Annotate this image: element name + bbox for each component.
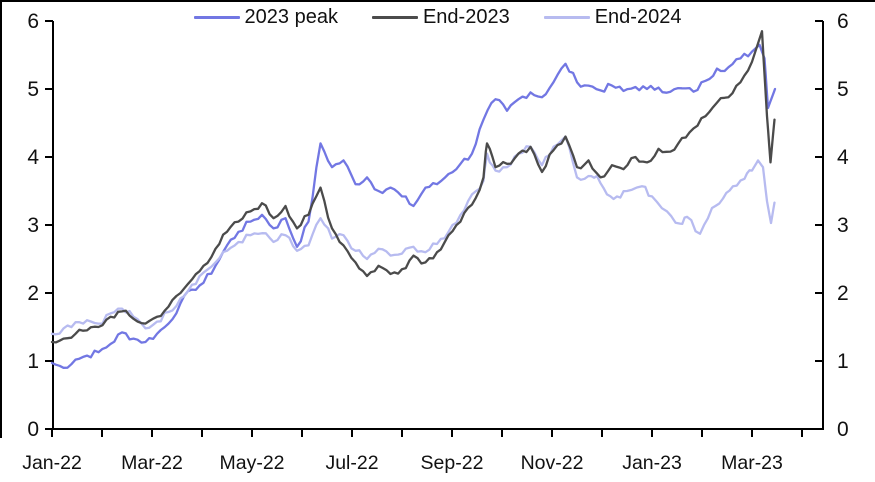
legend-label-end-2023: End-2023 [422,6,510,28]
y-tick-label-right: 2 [837,282,849,305]
y-tick-label-left: 1 [27,350,39,373]
y-tick-label-right: 0 [837,418,849,441]
y-tick-label-left: 6 [27,10,39,33]
x-tick-label: Jan-22 [22,452,82,474]
series-line-end-2023 [50,30,776,344]
y-tick-label-left: 3 [27,214,39,237]
x-tick-label: Mar-22 [121,452,183,474]
legend-item-end-2024: End-2024 [543,4,682,30]
chart-legend: 2023 peak End-2023 End-2024 [0,4,875,30]
y-tick-label-left: 4 [27,146,39,169]
x-tick-label: Jul-22 [325,452,378,474]
series-line-end-2024 [50,135,776,336]
figure-top-border [0,0,875,2]
legend-label-2023-peak: 2023 peak [244,6,338,28]
legend-swatch-2023-peak [193,15,240,19]
y-tick-label-right: 3 [837,214,849,237]
series-line-2023-peak [50,43,777,369]
legend-label-end-2024: End-2024 [594,6,682,28]
x-tick-label: Mar-23 [721,452,783,474]
y-tick-label-right: 5 [837,78,849,101]
y-tick-label-left: 0 [27,418,39,441]
x-tick-label: Nov-22 [521,452,584,474]
y-tick-label-right: 1 [837,350,849,373]
legend-item-end-2023: End-2023 [371,4,510,30]
x-tick-label: Sep-22 [421,452,484,474]
legend-swatch-end-2023 [371,15,418,19]
legend-item-2023-peak: 2023 peak [193,4,338,30]
figure-left-border [0,0,2,438]
y-tick-label-left: 2 [27,282,39,305]
legend-swatch-end-2024 [543,15,590,19]
y-tick-label-right: 4 [837,146,849,169]
y-tick-label-right: 6 [837,10,849,33]
y-tick-label-left: 5 [27,78,39,101]
x-tick-label: Jan-23 [622,452,682,474]
x-tick-label: May-22 [219,452,284,474]
